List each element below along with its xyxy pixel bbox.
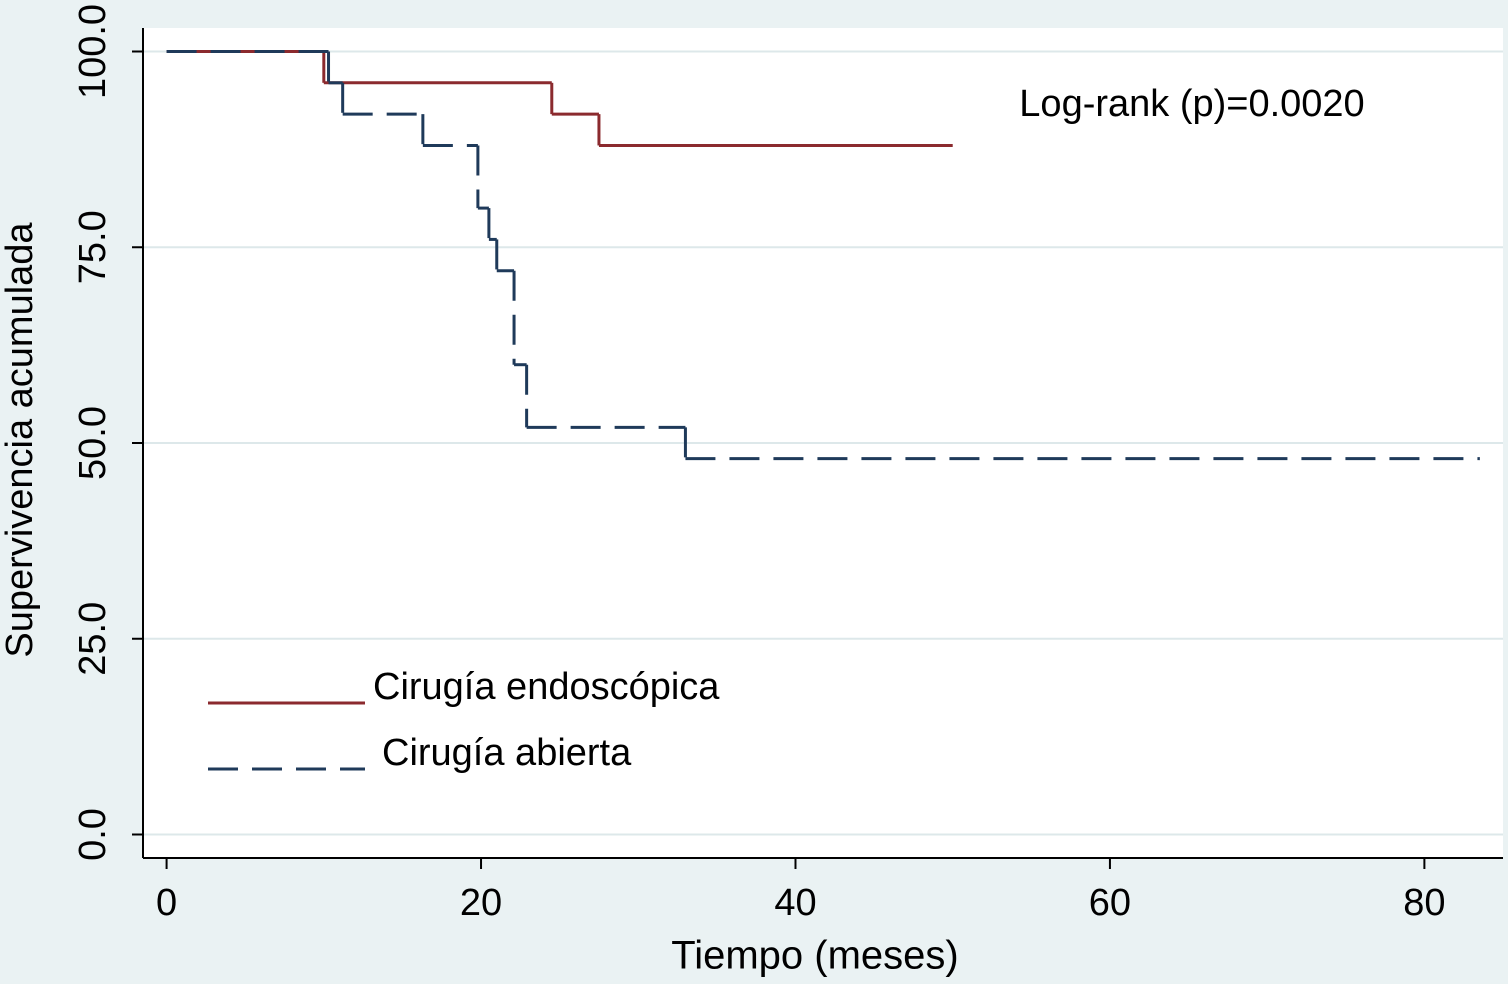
y-axis-title: Supervivencia acumulada <box>0 222 41 658</box>
x-tick-label: 0 <box>156 882 177 924</box>
y-tick-label: 0.0 <box>72 808 114 861</box>
x-axis-title: Tiempo (meses) <box>671 934 958 978</box>
x-tick-label: 60 <box>1089 882 1131 924</box>
y-tick-label: 100.0 <box>72 4 114 99</box>
legend-label: Cirugía endoscópica <box>373 666 720 708</box>
y-tick-label: 75.0 <box>72 210 114 284</box>
y-tick-label: 50.0 <box>72 406 114 480</box>
x-tick-label: 80 <box>1403 882 1445 924</box>
annotation: Log-rank (p)=0.0020 <box>1019 83 1364 125</box>
legend-label: Cirugía abierta <box>382 732 632 774</box>
x-tick-label: 40 <box>774 882 816 924</box>
y-tick-label: 25.0 <box>72 602 114 676</box>
x-tick-label: 20 <box>460 882 502 924</box>
